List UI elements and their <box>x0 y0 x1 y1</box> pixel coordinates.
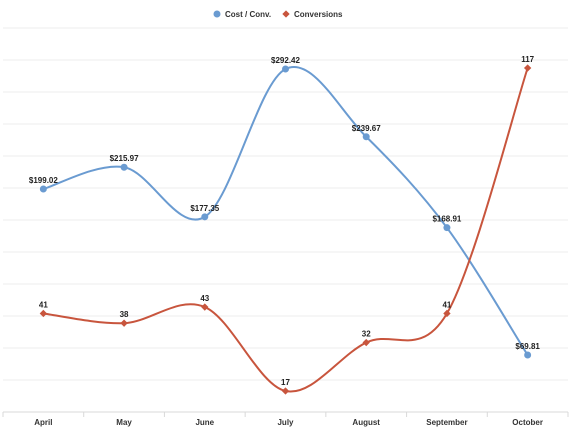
data-point[interactable] <box>362 133 370 141</box>
legend-label[interactable]: Cost / Conv. <box>225 10 271 19</box>
x-tick-label: June <box>195 418 214 427</box>
grid-layer <box>3 27 568 381</box>
data-label: 38 <box>120 310 129 319</box>
data-label: $168.91 <box>432 215 461 224</box>
data-point[interactable] <box>282 65 289 73</box>
data-label: 17 <box>281 378 290 387</box>
x-tick-label: May <box>116 418 132 427</box>
x-axis: April May June July August September October <box>2 411 569 427</box>
data-point[interactable] <box>120 319 128 327</box>
data-point[interactable] <box>120 163 128 171</box>
data-label: $177.35 <box>190 204 219 213</box>
data-point[interactable] <box>523 64 532 72</box>
data-point[interactable] <box>443 224 451 232</box>
data-point[interactable] <box>362 338 370 347</box>
x-tick-label: July <box>277 418 294 427</box>
data-point[interactable] <box>524 351 532 359</box>
series-line <box>42 66 529 356</box>
data-point[interactable] <box>281 387 290 395</box>
data-label: 43 <box>200 294 209 303</box>
data-label: 32 <box>362 330 371 339</box>
legend-marker <box>282 10 290 18</box>
data-label: $69.81 <box>515 342 540 351</box>
data-point[interactable] <box>201 213 209 221</box>
data-point[interactable] <box>39 185 47 193</box>
data-label: $292.42 <box>271 56 300 65</box>
data-label-layer: $199.02 $215.97 $177.35 $292.42 $239.67 $168.… <box>29 55 541 387</box>
data-point[interactable] <box>443 309 451 318</box>
data-point[interactable] <box>39 309 48 318</box>
data-label: $215.97 <box>110 154 139 163</box>
x-tick-label: April <box>34 418 52 427</box>
data-label: 41 <box>39 300 48 309</box>
data-point[interactable] <box>201 303 209 311</box>
series-layer <box>39 64 532 395</box>
legend-marker <box>213 10 221 18</box>
x-tick-label: October <box>512 418 543 427</box>
legend: Cost / Conv. Conversions <box>213 10 343 19</box>
x-tick-label: September <box>426 418 467 427</box>
data-label: 117 <box>521 55 534 64</box>
data-label: 41 <box>442 300 451 309</box>
series-line <box>42 67 529 393</box>
data-label: $239.67 <box>352 124 381 133</box>
legend-label[interactable]: Conversions <box>294 10 343 19</box>
x-tick-label: August <box>352 418 380 427</box>
data-label: $199.02 <box>29 176 58 185</box>
